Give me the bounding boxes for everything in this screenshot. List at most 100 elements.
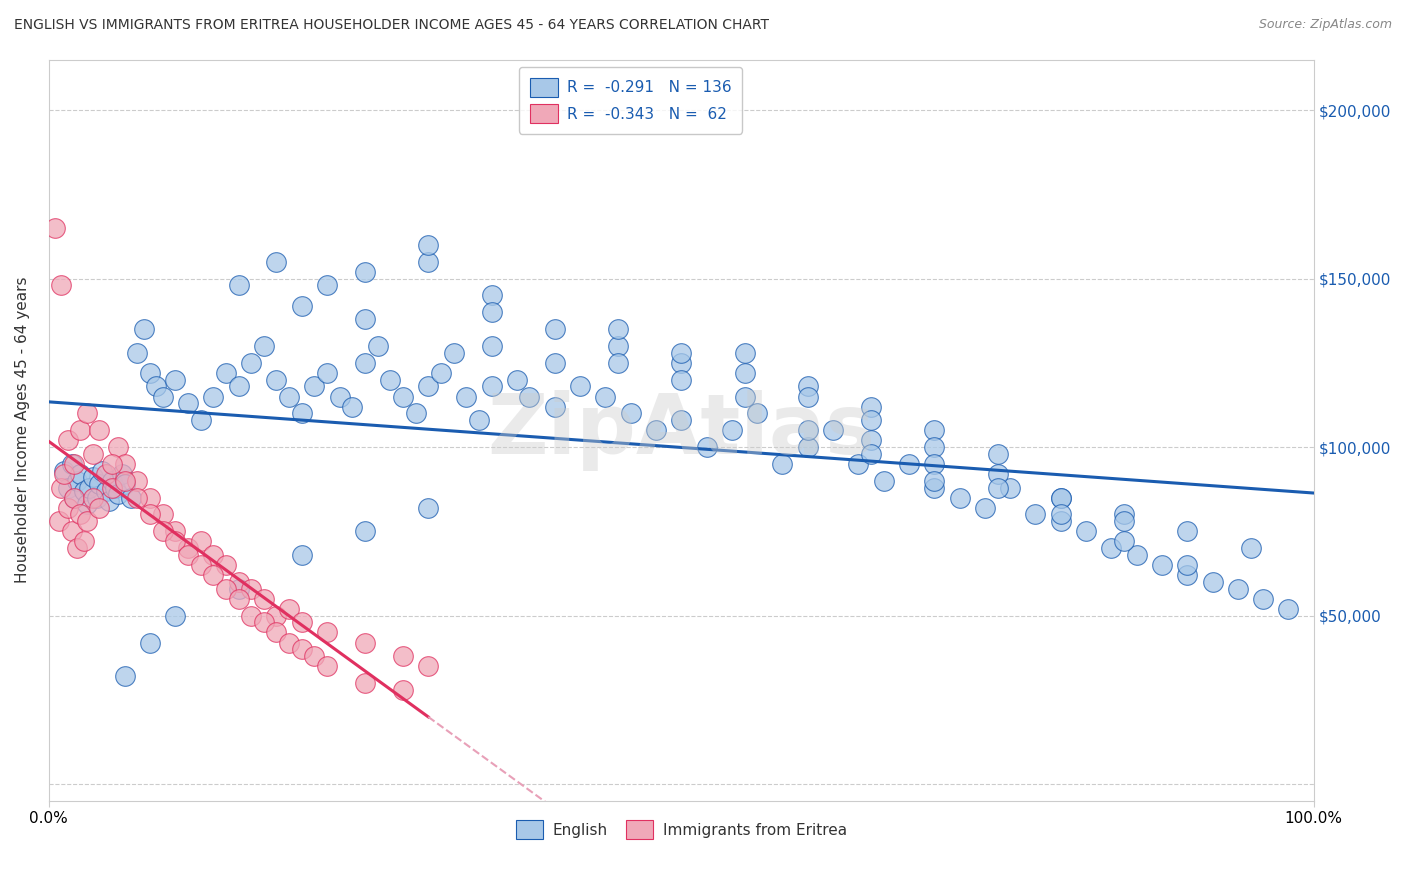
Point (519, 390, 541, 404)
Point (1049, 491, 1071, 505)
Point (544, 400, 567, 414)
Point (127, 474, 149, 488)
Point (165, 524, 187, 539)
Point (94, 483, 117, 498)
Point (291, 615, 314, 630)
Point (354, 676, 377, 690)
Point (89, 477, 111, 491)
Point (56, 500, 79, 515)
Point (266, 608, 288, 623)
Point (69, 423, 91, 437)
Point (342, 400, 364, 414)
Point (1277, 602, 1299, 616)
Point (595, 390, 617, 404)
Point (114, 669, 136, 683)
Point (56, 481, 79, 495)
Point (76, 497, 98, 511)
Point (418, 379, 440, 393)
Point (65, 541, 87, 556)
Point (145, 379, 167, 393)
Point (354, 312, 377, 326)
Point (139, 508, 162, 522)
Point (797, 379, 820, 393)
Point (94, 467, 117, 481)
Point (69, 467, 91, 481)
Point (367, 339, 389, 353)
Point (228, 379, 250, 393)
Point (607, 356, 630, 370)
Point (63, 491, 86, 505)
Point (671, 345, 693, 359)
Point (846, 457, 869, 471)
Point (165, 373, 187, 387)
Point (152, 524, 174, 539)
Point (73, 483, 96, 498)
Point (82, 470, 104, 484)
Point (291, 548, 314, 562)
Point (872, 474, 894, 488)
Point (56, 434, 79, 448)
Point (190, 534, 212, 549)
Point (316, 659, 339, 673)
Point (202, 548, 225, 562)
Point (1150, 558, 1173, 572)
Point (202, 390, 225, 404)
Point (114, 477, 136, 491)
Point (228, 591, 250, 606)
Point (354, 524, 377, 539)
Point (1112, 508, 1135, 522)
Point (76, 406, 98, 420)
Point (1175, 524, 1198, 539)
Point (215, 366, 238, 380)
Point (52, 464, 75, 478)
Point (443, 345, 465, 359)
Legend: English, Immigrants from Eritrea: English, Immigrants from Eritrea (510, 814, 853, 845)
Point (696, 440, 718, 454)
Point (797, 440, 820, 454)
Point (392, 682, 415, 697)
Point (607, 322, 630, 336)
Point (1074, 524, 1097, 539)
Point (63, 491, 86, 505)
Point (354, 265, 377, 279)
Point (76, 514, 98, 528)
Point (897, 457, 920, 471)
Point (1175, 568, 1198, 582)
Point (165, 534, 187, 549)
Point (430, 366, 453, 380)
Point (101, 457, 124, 471)
Point (1112, 534, 1135, 549)
Point (859, 400, 882, 414)
Point (278, 390, 301, 404)
Point (1112, 514, 1135, 528)
Point (645, 423, 668, 437)
Point (506, 373, 529, 387)
Point (986, 447, 1008, 461)
Y-axis label: Householder Income Ages 45 - 64 years: Householder Income Ages 45 - 64 years (15, 277, 30, 583)
Point (228, 582, 250, 596)
Point (63, 457, 86, 471)
Point (1226, 582, 1249, 596)
Point (152, 508, 174, 522)
Point (392, 390, 415, 404)
Point (240, 356, 263, 370)
Point (1125, 548, 1147, 562)
Point (77, 481, 100, 495)
Point (90, 464, 112, 478)
Point (392, 648, 415, 663)
Text: Source: ZipAtlas.com: Source: ZipAtlas.com (1258, 18, 1392, 31)
Point (721, 423, 744, 437)
Point (1024, 508, 1046, 522)
Point (418, 659, 440, 673)
Point (127, 345, 149, 359)
Point (69, 508, 91, 522)
Point (89, 500, 111, 515)
Point (152, 390, 174, 404)
Point (468, 413, 491, 427)
Point (215, 558, 238, 572)
Point (1201, 574, 1223, 589)
Point (481, 305, 503, 319)
Point (671, 356, 693, 370)
Point (405, 406, 427, 420)
Point (544, 322, 567, 336)
